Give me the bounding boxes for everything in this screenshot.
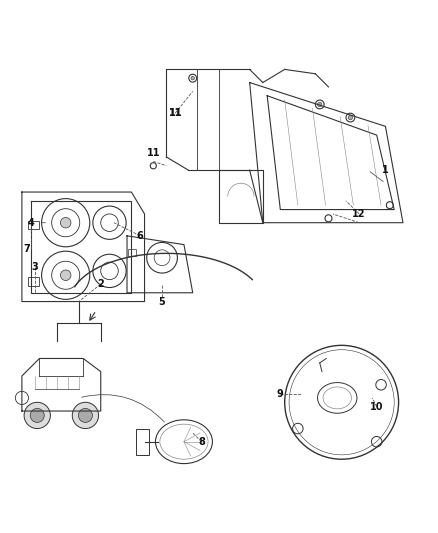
Circle shape <box>78 408 92 423</box>
Circle shape <box>60 217 71 228</box>
Text: 6: 6 <box>137 231 144 241</box>
Circle shape <box>30 408 44 423</box>
Text: 1: 1 <box>382 165 389 175</box>
Circle shape <box>318 102 322 107</box>
Text: 9: 9 <box>277 389 284 399</box>
Text: 5: 5 <box>159 296 166 306</box>
Text: 2: 2 <box>97 279 104 289</box>
Circle shape <box>24 402 50 429</box>
Text: 4: 4 <box>27 217 34 228</box>
Text: 11: 11 <box>147 148 160 158</box>
Text: 3: 3 <box>32 262 39 271</box>
Circle shape <box>60 270 71 280</box>
Text: 11: 11 <box>169 108 182 118</box>
Text: 7: 7 <box>23 244 30 254</box>
Circle shape <box>191 76 194 80</box>
Text: 11: 11 <box>169 108 182 118</box>
Text: 10: 10 <box>370 402 383 411</box>
Text: 8: 8 <box>198 437 205 447</box>
Text: 12: 12 <box>353 209 366 219</box>
Circle shape <box>348 115 353 120</box>
Circle shape <box>72 402 99 429</box>
